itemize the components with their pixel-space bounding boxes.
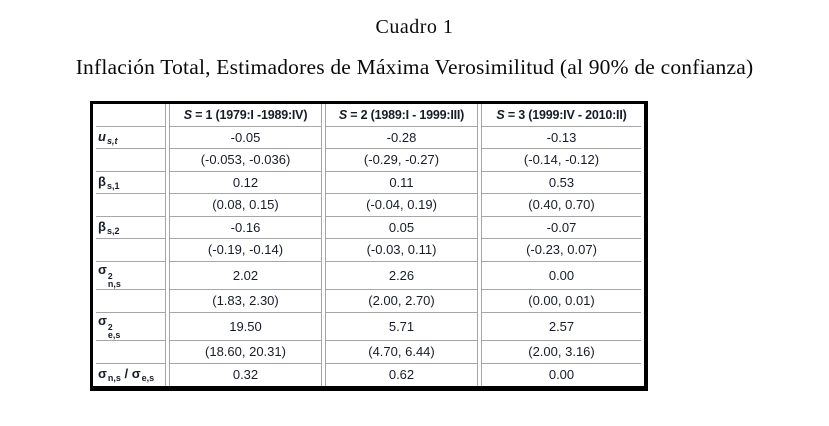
regime-range: = 3 (1999:IV - 2010:II) — [504, 107, 627, 122]
table-row-ci-sigma2-e: (18.60, 20.31) (4.70, 6.44) (2.00, 3.16) — [96, 341, 641, 364]
row-label-u: us,t — [96, 126, 166, 149]
ci-cell: (-0.053, -0.036) — [169, 149, 322, 172]
value-cell: -0.28 — [325, 126, 478, 149]
ci-cell: (4.70, 6.44) — [325, 341, 478, 364]
value-cell: 19.50 — [169, 312, 322, 341]
value-cell: -0.05 — [169, 126, 322, 149]
row-label-empty — [96, 239, 166, 262]
value-cell: -0.07 — [481, 216, 641, 239]
header-cell-regime-3: S = 3 (1999:IV - 2010:II) — [481, 104, 641, 127]
value-cell: 2.26 — [325, 261, 478, 290]
table-row-estimate-sigma2-n: σ 2 n,s 2.02 2.26 0.00 — [96, 261, 641, 290]
table-row-estimate-u: us,t -0.05 -0.28 -0.13 — [96, 126, 641, 149]
value-cell: -0.16 — [169, 216, 322, 239]
regime-variable: S — [496, 107, 505, 122]
value-cell: 0.62 — [325, 363, 478, 386]
header-cell-regime-2: S = 2 (1989:I - 1999:III) — [325, 104, 478, 127]
table-row-ci-sigma2-n: (1.83, 2.30) (2.00, 2.70) (0.00, 0.01) — [96, 290, 641, 313]
table-row-estimate-beta2: βs,2 -0.16 0.05 -0.07 — [96, 216, 641, 239]
row-label-sigma2-e: σ 2 e,s — [96, 312, 166, 341]
ci-cell: (-0.19, -0.14) — [169, 239, 322, 262]
header-row: S = 1 (1979:I -1989:IV) S = 2 (1989:I - … — [96, 104, 641, 127]
row-label-beta2: βs,2 — [96, 216, 166, 239]
table-subtitle: Inflación Total, Estimadores de Máxima V… — [75, 55, 754, 79]
row-label-empty — [96, 341, 166, 364]
row-label-empty — [96, 290, 166, 313]
ci-cell: (2.00, 3.16) — [481, 341, 641, 364]
ci-cell: (-0.14, -0.12) — [481, 149, 641, 172]
results-table: S = 1 (1979:I -1989:IV) S = 2 (1989:I - … — [93, 104, 644, 386]
row-label-sigma-ratio: σn,s / σe,s — [96, 363, 166, 386]
ci-cell: (0.40, 0.70) — [481, 194, 641, 217]
table-row-estimate-sigma2-e: σ 2 e,s 19.50 5.71 2.57 — [96, 312, 641, 341]
table-row-ci-beta2: (-0.19, -0.14) (-0.03, 0.11) (-0.23, 0.0… — [96, 239, 641, 262]
value-cell: 0.53 — [481, 171, 641, 194]
ci-cell: (-0.03, 0.11) — [325, 239, 478, 262]
regime-range: = 1 (1979:I -1989:IV) — [191, 107, 308, 122]
header-corner-cell — [96, 104, 166, 127]
table-row-estimate-sigma-ratio: σn,s / σe,s 0.32 0.62 0.00 — [96, 363, 641, 386]
regime-range: = 2 (1989:I - 1999:III) — [347, 107, 465, 122]
value-cell: 0.00 — [481, 363, 641, 386]
value-cell: 2.02 — [169, 261, 322, 290]
table-number-title: Cuadro 1 — [375, 16, 454, 38]
value-cell: 0.32 — [169, 363, 322, 386]
ci-cell: (0.08, 0.15) — [169, 194, 322, 217]
row-label-beta1: βs,1 — [96, 171, 166, 194]
value-cell: 0.11 — [325, 171, 478, 194]
ci-cell: (0.00, 0.01) — [481, 290, 641, 313]
ci-cell: (2.00, 2.70) — [325, 290, 478, 313]
regime-variable: S — [338, 107, 347, 122]
row-label-empty — [96, 194, 166, 217]
table-row-ci-u: (-0.053, -0.036) (-0.29, -0.27) (-0.14, … — [96, 149, 641, 172]
results-table-frame: S = 1 (1979:I -1989:IV) S = 2 (1989:I - … — [90, 101, 648, 391]
value-cell: 5.71 — [325, 312, 478, 341]
value-cell: 0.12 — [169, 171, 322, 194]
value-cell: 0.05 — [325, 216, 478, 239]
value-cell: 2.57 — [481, 312, 641, 341]
table-row-ci-beta1: (0.08, 0.15) (-0.04, 0.19) (0.40, 0.70) — [96, 194, 641, 217]
header-cell-regime-1: S = 1 (1979:I -1989:IV) — [169, 104, 322, 127]
ci-cell: (-0.23, 0.07) — [481, 239, 641, 262]
regime-variable: S — [183, 107, 192, 122]
ci-cell: (1.83, 2.30) — [169, 290, 322, 313]
row-label-sigma2-n: σ 2 n,s — [96, 261, 166, 290]
ci-cell: (-0.04, 0.19) — [325, 194, 478, 217]
ci-cell: (18.60, 20.31) — [169, 341, 322, 364]
value-cell: 0.00 — [481, 261, 641, 290]
value-cell: -0.13 — [481, 126, 641, 149]
row-label-empty — [96, 149, 166, 172]
ci-cell: (-0.29, -0.27) — [325, 149, 478, 172]
table-row-estimate-beta1: βs,1 0.12 0.11 0.53 — [96, 171, 641, 194]
